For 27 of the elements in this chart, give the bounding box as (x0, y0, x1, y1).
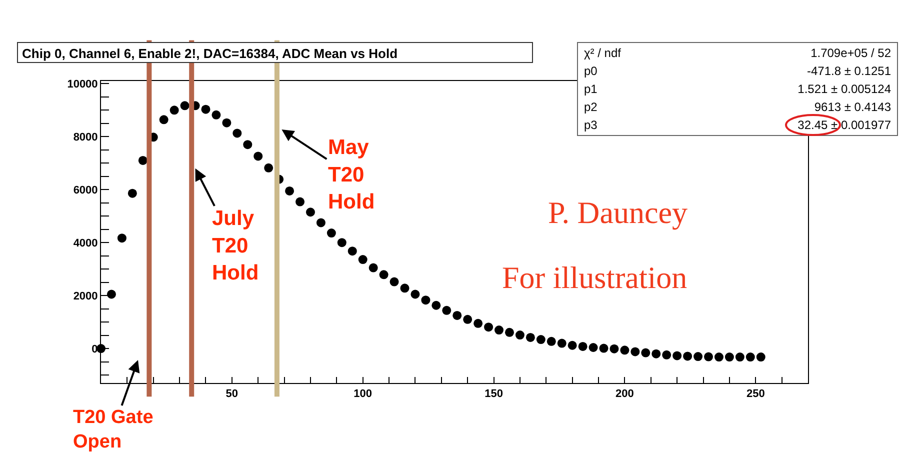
annotation: 1.521 ± 0.005124 (798, 81, 891, 98)
text: χ² / ndf (584, 45, 621, 62)
annotation: 32.45 ± 0.001977 (798, 117, 891, 134)
x-tick-label: 150 (484, 388, 503, 400)
annotation: P. Dauncey (548, 195, 688, 230)
annotation: p2 (584, 99, 598, 116)
x-tick-label: 100 (354, 388, 372, 400)
text: p0 (584, 63, 598, 80)
annotation: May T20 Hold (328, 136, 375, 214)
annotation: p3 (584, 117, 598, 134)
text: 1.709e+05 / 52 (810, 45, 891, 62)
x-tick-label: 50 (226, 388, 238, 400)
text: 9613 ± 0.4143 (814, 99, 891, 116)
text: T20 Gate Open (73, 407, 154, 453)
text: -471.8 ± 0.1251 (807, 63, 891, 80)
annotation: For illustration (502, 260, 688, 295)
y-tick-label: 8000 (73, 131, 98, 144)
y-tick-label: 10000 (67, 78, 98, 90)
y-tick-label: 0 (92, 343, 98, 356)
annotation: July T20 Hold (212, 207, 259, 285)
y-tick-label: 4000 (73, 237, 98, 250)
chart-title: Chip 0, Channel 6, Enable 2!, DAC=16384, ADC Mean vs Hold (17, 42, 533, 63)
x-tick-label: 250 (746, 388, 765, 400)
annotation: p1 (584, 81, 598, 98)
y-tick-label: 6000 (73, 184, 98, 196)
y-tick-label: 2000 (73, 290, 98, 302)
x-tick-label: 200 (616, 388, 634, 400)
